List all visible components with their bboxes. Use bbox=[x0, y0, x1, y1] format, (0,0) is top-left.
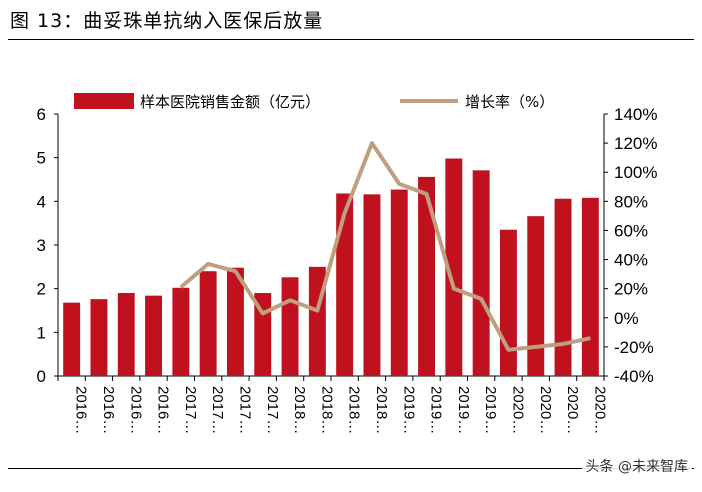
right-tick-label: -20% bbox=[614, 338, 654, 357]
right-tick-label: 80% bbox=[614, 192, 648, 211]
bar bbox=[445, 158, 463, 376]
left-tick-label: 1 bbox=[37, 323, 46, 342]
right-tick-label: 0% bbox=[614, 309, 639, 328]
x-tick-label: 2020… bbox=[537, 386, 554, 434]
x-tick-label: 2016… bbox=[73, 386, 90, 434]
x-tick-label: 2019… bbox=[482, 386, 499, 434]
bar bbox=[117, 293, 135, 376]
bar bbox=[199, 271, 217, 376]
right-tick-label: 100% bbox=[614, 163, 657, 182]
x-tick-label: 2018… bbox=[318, 386, 335, 434]
title-divider bbox=[8, 39, 694, 40]
x-tick-label: 2016… bbox=[100, 386, 117, 434]
left-tick-label: 2 bbox=[37, 280, 46, 299]
left-tick-label: 4 bbox=[37, 192, 46, 211]
x-tick-label: 2017… bbox=[209, 386, 226, 434]
bar bbox=[63, 302, 81, 376]
bar bbox=[418, 176, 436, 376]
bar bbox=[581, 197, 599, 376]
left-tick-label: 6 bbox=[37, 105, 46, 124]
watermark: 头条 @未来智库 bbox=[581, 455, 692, 477]
x-tick-label: 2016… bbox=[155, 386, 172, 434]
left-tick-label: 5 bbox=[37, 149, 46, 168]
right-tick-label: 60% bbox=[614, 221, 648, 240]
x-tick-label: 2020… bbox=[564, 386, 581, 434]
x-tick-label: 2019… bbox=[400, 386, 417, 434]
bar bbox=[254, 293, 272, 376]
right-tick-label: 40% bbox=[614, 251, 648, 270]
bar bbox=[554, 198, 572, 376]
x-tick-label: 2018… bbox=[291, 386, 308, 434]
bottom-divider bbox=[8, 468, 694, 469]
x-tick-label: 2020… bbox=[509, 386, 526, 434]
right-tick-label: -40% bbox=[614, 367, 654, 386]
bar bbox=[499, 229, 517, 376]
bar bbox=[336, 193, 354, 376]
bar bbox=[90, 299, 108, 376]
bar bbox=[145, 295, 163, 376]
legend-line-label: 增长率（%） bbox=[465, 93, 554, 111]
bar bbox=[390, 189, 408, 376]
bar bbox=[281, 277, 299, 376]
x-tick-label: 2018… bbox=[373, 386, 390, 434]
x-tick-label: 2018… bbox=[346, 386, 363, 434]
right-tick-label: 120% bbox=[614, 134, 657, 153]
bar bbox=[172, 287, 190, 376]
left-tick-label: 0 bbox=[37, 367, 46, 386]
bar bbox=[363, 194, 381, 376]
x-tick-label: 2016… bbox=[127, 386, 144, 434]
x-tick-label: 2017… bbox=[264, 386, 281, 434]
x-tick-label: 2019… bbox=[455, 386, 472, 434]
x-tick-label: 2017… bbox=[236, 386, 253, 434]
legend-bar-label: 样本医院销售金额（亿元） bbox=[140, 93, 320, 111]
bar bbox=[472, 170, 490, 376]
x-tick-label: 2017… bbox=[182, 386, 199, 434]
bar bbox=[226, 267, 244, 376]
left-tick-label: 3 bbox=[37, 236, 46, 255]
right-tick-label: 20% bbox=[614, 280, 648, 299]
x-tick-label: 2019… bbox=[428, 386, 445, 434]
right-tick-label: 140% bbox=[614, 105, 657, 124]
growth-rate-line bbox=[179, 141, 591, 352]
legend-bar-swatch bbox=[74, 93, 134, 109]
bar bbox=[527, 216, 545, 376]
x-tick-label: 2020… bbox=[591, 386, 608, 434]
figure-title: 图 13：曲妥珠单抗纳入医保后放量 bbox=[10, 10, 324, 32]
